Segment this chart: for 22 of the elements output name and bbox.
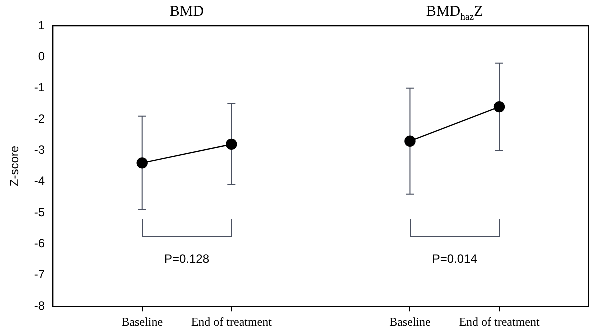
y-tick-label: 1 bbox=[38, 18, 46, 32]
annotation: P=0.128 bbox=[164, 252, 210, 266]
point bbox=[136, 158, 148, 169]
y-tick-label: -1 bbox=[34, 80, 46, 95]
annotation: P=0.014 bbox=[432, 252, 478, 266]
y-tick-label: -2 bbox=[34, 112, 46, 126]
y-tick-label: -6 bbox=[34, 236, 46, 251]
text: BMD bbox=[170, 4, 204, 20]
y-axis-title: Z-score bbox=[8, 146, 22, 187]
x-tick-label: Baseline bbox=[390, 314, 431, 329]
y-tick-label: -5 bbox=[34, 205, 46, 220]
x-tick-label: End of treatment bbox=[459, 314, 540, 329]
y-tick-label: -7 bbox=[34, 268, 46, 282]
point bbox=[404, 136, 416, 147]
y-tick-label: 0 bbox=[38, 49, 46, 64]
point bbox=[226, 138, 238, 150]
y-tick-label: -4 bbox=[34, 174, 46, 188]
x-tick-label: Baseline bbox=[122, 314, 164, 329]
x-tick-label: End of treatment bbox=[191, 314, 273, 329]
y-tick-label: -8 bbox=[34, 298, 46, 313]
y-tick-label: -3 bbox=[34, 143, 46, 158]
point bbox=[494, 101, 506, 113]
